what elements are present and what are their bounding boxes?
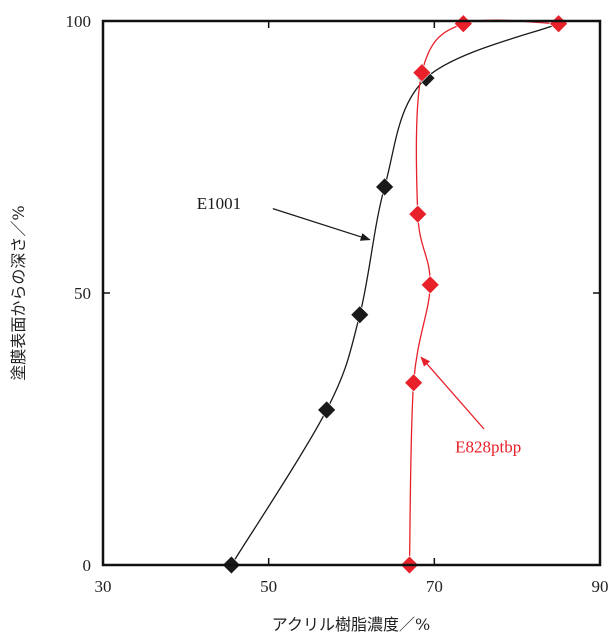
series-curves xyxy=(230,19,559,566)
y-tick-label: 0 xyxy=(83,556,92,575)
x-tick-label: 90 xyxy=(592,577,609,596)
series-line-e1001 xyxy=(230,23,559,566)
data-point-e1001 xyxy=(317,400,337,420)
y-tick-label: 100 xyxy=(66,12,92,31)
axis-ticks xyxy=(102,20,601,566)
x-tick-label: 50 xyxy=(260,577,277,596)
x-tick-label: 70 xyxy=(426,577,443,596)
annotations: E1001 E828ptbp xyxy=(197,194,521,456)
annotation-label: E1001 xyxy=(197,194,241,213)
data-point-e828ptbp xyxy=(549,14,569,34)
plot-area-frame xyxy=(101,19,602,567)
y-tick-label: 50 xyxy=(74,284,91,303)
data-point-e828ptbp xyxy=(453,14,473,34)
annotation-label: E828ptbp xyxy=(455,437,521,456)
data-point-e828ptbp xyxy=(412,63,432,83)
data-point-e828ptbp xyxy=(420,275,440,295)
data-point-e1001 xyxy=(375,177,395,197)
x-tick-label: 30 xyxy=(95,577,112,596)
x-axis-title: アクリル樹脂濃度／% xyxy=(272,615,430,634)
data-point-e1001 xyxy=(350,305,370,325)
annotation-arrow xyxy=(272,208,371,241)
data-point-e828ptbp xyxy=(404,373,424,393)
tick-labels: 30 50 70 90 0 50 100 xyxy=(66,12,609,596)
annotation-arrow xyxy=(420,356,485,430)
data-point-e828ptbp xyxy=(408,204,428,224)
series-markers xyxy=(221,14,569,575)
y-axis-title: 塗膜表面からの深さ／% xyxy=(9,205,28,380)
